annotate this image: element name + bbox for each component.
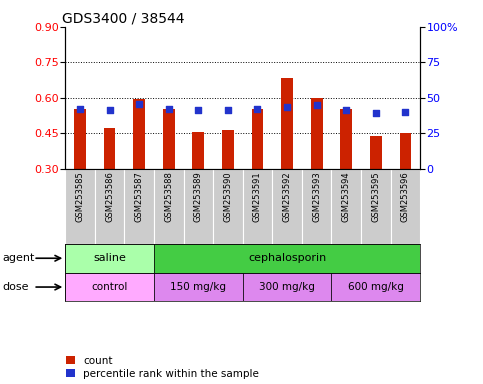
Text: GSM253592: GSM253592	[283, 171, 292, 222]
Text: agent: agent	[2, 253, 35, 263]
Point	[106, 107, 114, 113]
Bar	[154, 244, 420, 273]
Bar	[242, 169, 272, 244]
Text: GDS3400 / 38544: GDS3400 / 38544	[62, 12, 184, 26]
Bar	[399, 133, 412, 169]
Bar	[74, 109, 86, 169]
Bar	[154, 273, 243, 301]
Text: GSM253590: GSM253590	[224, 171, 232, 222]
Point	[224, 107, 232, 113]
Bar	[154, 169, 184, 244]
Bar	[65, 273, 154, 301]
Text: GSM253585: GSM253585	[75, 171, 85, 222]
Bar	[213, 169, 242, 244]
Point	[372, 110, 380, 116]
Point	[195, 107, 202, 113]
Text: 600 mg/kg: 600 mg/kg	[348, 282, 404, 292]
Text: GSM253589: GSM253589	[194, 171, 203, 222]
Bar	[331, 273, 420, 301]
Bar	[311, 98, 323, 169]
Bar	[272, 169, 302, 244]
Bar	[65, 244, 154, 273]
Point	[401, 109, 409, 115]
Text: control: control	[91, 282, 128, 292]
Text: GSM253591: GSM253591	[253, 171, 262, 222]
Text: GSM253595: GSM253595	[371, 171, 380, 222]
Point	[342, 107, 350, 113]
Text: GSM253596: GSM253596	[401, 171, 410, 222]
Point	[313, 102, 321, 108]
Text: GSM253588: GSM253588	[164, 171, 173, 222]
Bar	[341, 109, 352, 169]
Text: GSM253586: GSM253586	[105, 171, 114, 222]
Text: dose: dose	[2, 282, 29, 292]
Text: GSM253593: GSM253593	[312, 171, 321, 222]
Bar	[391, 169, 420, 244]
Bar	[222, 130, 234, 169]
Bar	[95, 169, 125, 244]
Bar	[192, 132, 204, 169]
Text: 300 mg/kg: 300 mg/kg	[259, 282, 315, 292]
Text: cephalosporin: cephalosporin	[248, 253, 326, 263]
Bar	[252, 109, 263, 169]
Text: GSM253587: GSM253587	[135, 171, 143, 222]
Bar	[361, 169, 391, 244]
Bar	[302, 169, 331, 244]
Text: saline: saline	[93, 253, 126, 263]
Bar	[184, 169, 213, 244]
Point	[283, 104, 291, 110]
Text: GSM253594: GSM253594	[342, 171, 351, 222]
Text: 150 mg/kg: 150 mg/kg	[170, 282, 227, 292]
Bar	[125, 169, 154, 244]
Point	[165, 106, 172, 112]
Bar	[163, 109, 175, 169]
Point	[135, 101, 143, 107]
Point	[76, 106, 84, 112]
Bar	[331, 169, 361, 244]
Bar	[242, 273, 331, 301]
Bar	[133, 99, 145, 169]
Bar	[104, 127, 115, 169]
Bar	[281, 78, 293, 169]
Bar	[370, 136, 382, 169]
Point	[254, 106, 261, 112]
Legend: count, percentile rank within the sample: count, percentile rank within the sample	[66, 356, 259, 379]
Bar	[65, 169, 95, 244]
